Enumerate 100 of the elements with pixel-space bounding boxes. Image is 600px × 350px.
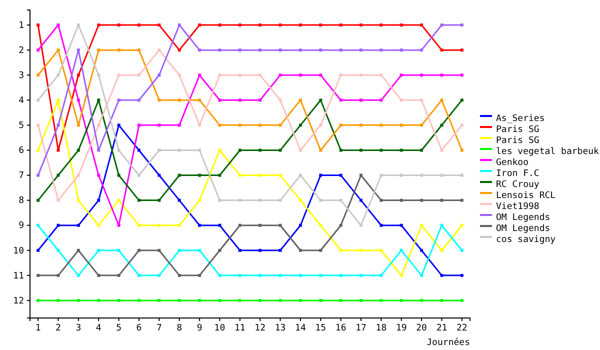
point xyxy=(339,48,342,52)
point xyxy=(178,98,181,102)
point xyxy=(36,98,40,102)
point xyxy=(298,198,302,202)
point xyxy=(440,124,444,127)
point xyxy=(400,198,403,202)
point xyxy=(400,24,403,27)
point xyxy=(339,124,342,127)
point xyxy=(36,74,40,77)
point xyxy=(258,98,262,102)
point xyxy=(360,48,363,52)
point xyxy=(218,298,222,302)
point xyxy=(258,124,262,127)
point xyxy=(238,74,242,77)
point xyxy=(258,48,262,52)
point xyxy=(97,198,100,202)
point xyxy=(178,24,181,27)
point xyxy=(56,124,60,127)
y-tick-label: 10 xyxy=(13,246,24,256)
point xyxy=(76,248,80,252)
point xyxy=(380,274,383,277)
point xyxy=(76,198,80,202)
point xyxy=(298,224,302,227)
point xyxy=(158,248,161,252)
point xyxy=(298,274,302,277)
point xyxy=(400,224,403,227)
point xyxy=(56,274,60,277)
point xyxy=(198,98,202,102)
point xyxy=(460,298,464,302)
point xyxy=(97,274,100,277)
point xyxy=(137,48,140,52)
y-tick-label: 7 xyxy=(18,171,24,182)
point xyxy=(137,74,140,77)
point xyxy=(218,198,222,202)
point xyxy=(258,174,262,177)
point xyxy=(97,124,100,127)
point xyxy=(158,148,161,152)
legend-label: RC Crouy xyxy=(496,180,540,190)
point xyxy=(380,124,383,127)
point xyxy=(380,224,383,227)
point xyxy=(420,298,424,302)
legend-label: Iron F.C xyxy=(496,169,540,179)
y-tick-label: 12 xyxy=(13,296,24,306)
point xyxy=(460,274,464,277)
point xyxy=(117,98,120,102)
legend-label: Lensois RCL xyxy=(496,191,556,201)
point xyxy=(56,248,60,252)
point xyxy=(440,224,444,227)
point xyxy=(97,98,100,102)
point xyxy=(238,24,242,27)
point xyxy=(278,274,282,277)
point xyxy=(460,48,464,52)
point xyxy=(339,248,342,252)
point xyxy=(218,224,222,227)
point xyxy=(158,24,161,27)
point xyxy=(97,174,100,177)
point xyxy=(298,124,302,127)
y-tick-label: 11 xyxy=(13,271,24,282)
point xyxy=(158,98,161,102)
point xyxy=(400,148,403,152)
point xyxy=(238,298,242,302)
point xyxy=(238,124,242,127)
point xyxy=(380,174,383,177)
point xyxy=(158,174,161,177)
point xyxy=(198,248,202,252)
y-tick-label: 6 xyxy=(18,146,24,156)
point xyxy=(380,248,383,252)
legend-label: cos savigny xyxy=(496,235,556,245)
point xyxy=(117,298,120,302)
legend-label: Viet1998 xyxy=(496,202,540,212)
point xyxy=(440,248,444,252)
y-tick-label: 9 xyxy=(18,221,24,232)
point xyxy=(56,174,60,177)
point xyxy=(258,298,262,302)
point xyxy=(440,198,444,202)
point xyxy=(278,74,282,77)
point xyxy=(158,224,161,227)
point xyxy=(117,248,120,252)
point xyxy=(218,98,222,102)
point xyxy=(76,48,80,52)
point xyxy=(319,148,322,152)
x-tick-label: 14 xyxy=(295,323,306,334)
x-tick-label: 7 xyxy=(156,323,162,334)
point xyxy=(319,298,322,302)
point xyxy=(319,124,322,127)
point xyxy=(400,124,403,127)
point xyxy=(380,198,383,202)
point xyxy=(56,198,60,202)
point xyxy=(117,74,120,77)
point xyxy=(117,124,120,127)
point xyxy=(198,198,202,202)
point xyxy=(218,124,222,127)
point xyxy=(440,148,444,152)
point xyxy=(117,24,120,27)
point xyxy=(339,224,342,227)
point xyxy=(278,298,282,302)
x-tick-label: 1 xyxy=(35,323,41,334)
point xyxy=(238,98,242,102)
point xyxy=(278,198,282,202)
point xyxy=(56,48,60,52)
